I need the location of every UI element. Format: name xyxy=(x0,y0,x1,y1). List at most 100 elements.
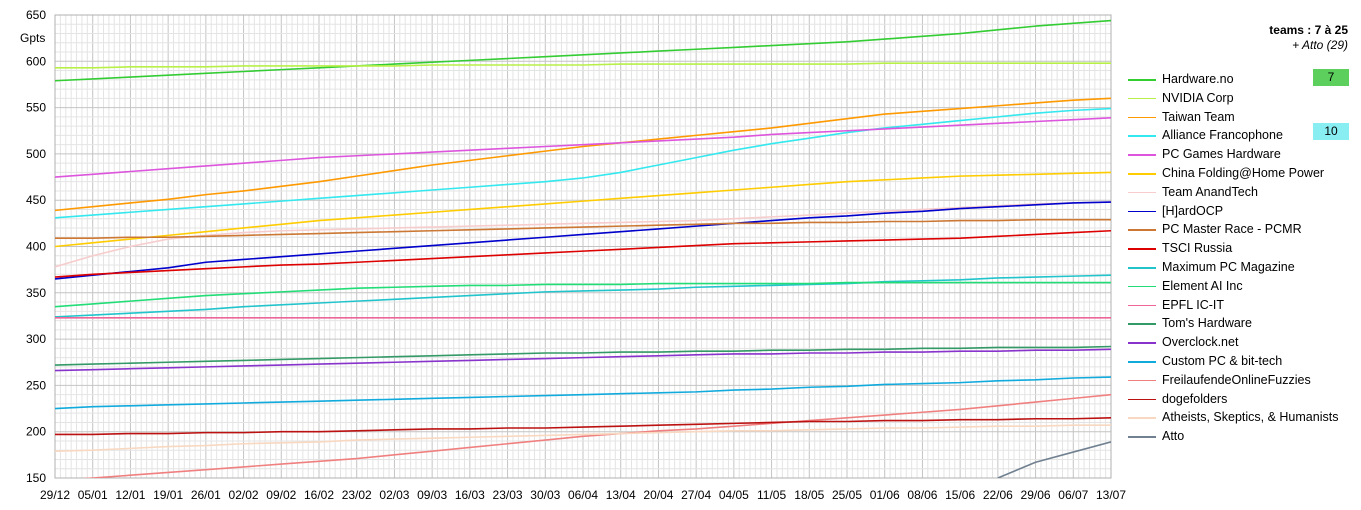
legend-label: Atto xyxy=(1162,429,1185,444)
legend-item: FreilaufendeOnlineFuzzies xyxy=(1128,371,1353,390)
legend-swatch xyxy=(1128,229,1156,231)
legend-item: Tom's Hardware xyxy=(1128,314,1353,333)
legend-swatch xyxy=(1128,342,1156,344)
y-tick-label: 500 xyxy=(26,147,46,161)
chart-series-lines xyxy=(55,19,1111,478)
x-tick-label: 18/05 xyxy=(794,488,824,502)
y-axis-ticks: 150 200 250 300 350 400 450 500 550 600 650 xyxy=(26,8,46,485)
x-tick-label: 13/07 xyxy=(1096,488,1126,502)
legend-swatch xyxy=(1128,266,1156,269)
chart-subtitle: + Atto (29) xyxy=(1292,38,1348,52)
legend-swatch xyxy=(1128,304,1156,307)
y-tick-label: 200 xyxy=(26,425,46,439)
legend-label: NVIDIA Corp xyxy=(1162,90,1234,105)
legend-item: dogefolders xyxy=(1128,390,1353,409)
legend-item: Atheists, Skeptics, & Humanists xyxy=(1128,408,1353,427)
y-tick-label: 650 xyxy=(26,8,46,22)
legend-label: Atheists, Skeptics, & Humanists xyxy=(1162,410,1339,425)
x-tick-label: 29/12 xyxy=(40,488,70,502)
series-line xyxy=(55,107,1111,219)
series-line xyxy=(55,171,1111,248)
series-line xyxy=(55,19,1111,82)
y-tick-label: 350 xyxy=(26,286,46,300)
legend-item: Element AI Inc xyxy=(1128,277,1353,296)
legend-label: China Folding@Home Power xyxy=(1162,165,1325,180)
chart-legend: Hardware.no NVIDIA Corp Taiwan Team Allianc… xyxy=(1128,70,1353,446)
legend-swatch xyxy=(1128,360,1156,363)
y-axis-label: Gpts xyxy=(20,31,45,45)
x-tick-label: 23/03 xyxy=(493,488,523,502)
x-tick-label: 23/02 xyxy=(342,488,372,502)
legend-label: Maximum PC Magazine xyxy=(1162,259,1295,274)
x-tick-label: 02/02 xyxy=(229,488,259,502)
legend-item: Team AnandTech xyxy=(1128,183,1353,202)
series-line xyxy=(55,201,1111,280)
legend-label: PC Games Hardware xyxy=(1162,147,1281,162)
series-line xyxy=(55,201,1111,268)
legend-swatch xyxy=(1128,210,1156,213)
x-tick-label: 13/04 xyxy=(606,488,636,502)
legend-item: Atto xyxy=(1128,427,1353,446)
series-line xyxy=(55,274,1111,318)
chart-info: teams : 7 à 25 + Atto (29) xyxy=(1269,23,1348,53)
legend-item: PC Games Hardware xyxy=(1128,145,1353,164)
series-line xyxy=(55,229,1111,278)
y-tick-label: 450 xyxy=(26,193,46,207)
series-line xyxy=(55,348,1111,372)
series-line xyxy=(55,417,1111,436)
legend-swatch xyxy=(1128,323,1156,325)
series-line xyxy=(55,218,1111,239)
x-tick-label: 22/06 xyxy=(983,488,1013,502)
x-tick-label: 16/02 xyxy=(304,488,334,502)
x-tick-label: 29/06 xyxy=(1021,488,1051,502)
x-tick-label: 12/01 xyxy=(115,488,145,502)
legend-swatch xyxy=(1128,191,1156,194)
series-line xyxy=(81,393,1111,478)
legend-swatch xyxy=(1128,248,1156,250)
legend-item: NVIDIA Corp xyxy=(1128,89,1353,108)
rank-badge: 7 xyxy=(1313,69,1349,86)
x-tick-label: 30/03 xyxy=(530,488,560,502)
x-tick-label: 16/03 xyxy=(455,488,485,502)
legend-swatch xyxy=(1128,285,1156,288)
legend-swatch xyxy=(1128,97,1156,100)
series-line xyxy=(997,441,1111,478)
x-tick-label: 20/04 xyxy=(643,488,673,502)
x-tick-label: 01/06 xyxy=(870,488,900,502)
legend-item: [H]ardOCP xyxy=(1128,202,1353,221)
chart-grid xyxy=(54,14,1112,479)
legend-swatch xyxy=(1128,172,1156,175)
series-line xyxy=(55,424,1111,452)
x-tick-label: 04/05 xyxy=(719,488,749,502)
legend-swatch xyxy=(1128,417,1156,419)
y-tick-label: 250 xyxy=(26,378,46,392)
x-tick-label: 11/05 xyxy=(757,488,786,502)
legend-swatch xyxy=(1128,154,1156,156)
x-tick-label: 06/07 xyxy=(1058,488,1088,502)
legend-swatch xyxy=(1128,135,1156,137)
x-tick-label: 09/02 xyxy=(266,488,296,502)
x-tick-label: 27/04 xyxy=(681,488,711,502)
series-line xyxy=(55,62,1111,69)
series-line xyxy=(55,345,1111,366)
legend-label: Hardware.no xyxy=(1162,72,1234,86)
x-axis-ticks: 29/12 05/01 12/01 19/01 26/01 02/02 09/02 16/02… xyxy=(40,488,1126,502)
legend-item: Maximum PC Magazine xyxy=(1128,258,1353,277)
legend-swatch xyxy=(1128,379,1156,382)
x-tick-label: 02/03 xyxy=(379,488,409,502)
chart-title: teams : 7 à 25 xyxy=(1269,23,1348,37)
series-line xyxy=(55,97,1111,212)
legend-item: TSCI Russia xyxy=(1128,239,1353,258)
legend-item: Custom PC & bit-tech xyxy=(1128,352,1353,371)
legend-item: China Folding@Home Power xyxy=(1128,164,1353,183)
legend-label: Taiwan Team xyxy=(1162,109,1235,124)
legend-label: Team AnandTech xyxy=(1162,184,1258,199)
legend-label: FreilaufendeOnlineFuzzies xyxy=(1162,372,1311,387)
y-tick-label: 600 xyxy=(26,54,46,68)
y-tick-label: 550 xyxy=(26,101,46,115)
legend-swatch xyxy=(1128,436,1156,438)
legend-label: Custom PC & bit-tech xyxy=(1162,353,1283,368)
legend-label: PC Master Race - PCMR xyxy=(1162,222,1302,237)
y-tick-label: 300 xyxy=(26,332,46,346)
y-tick-label: 400 xyxy=(26,240,46,254)
